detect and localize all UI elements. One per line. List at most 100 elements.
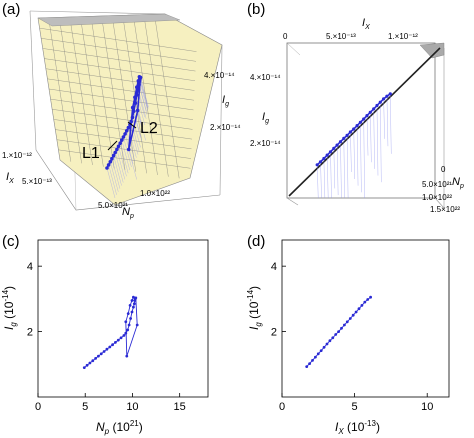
trajectory [105, 75, 143, 170]
box-front [286, 42, 436, 199]
trajectory-point [135, 85, 139, 89]
c-data-point [124, 331, 128, 335]
plane-edge [419, 42, 445, 59]
d-xtick-label: 0 [279, 401, 285, 413]
d-data-point [325, 342, 329, 346]
panel-a: (a) L1 L2 4.×10⁻¹⁴ 2.×10⁻¹⁴ Ig 1.×10⁻¹² … [2, 1, 241, 220]
d-xtick-label: 5 [352, 401, 358, 413]
trajectory [315, 92, 392, 167]
trajectory-point [325, 153, 329, 157]
c-data-point [125, 354, 129, 358]
trajectory-point [105, 166, 109, 170]
c-ylabel: Ig (10-14) [1, 286, 18, 330]
c-ytick-label: 4 [27, 261, 33, 273]
projection-lines [317, 93, 392, 199]
c-series-line [84, 296, 138, 368]
c-data-point [127, 323, 131, 327]
projection-line [340, 141, 342, 199]
d-data-point [348, 317, 352, 320]
d-data-point [343, 323, 346, 327]
trajectory-point [135, 108, 140, 113]
b-xtick-0: 0 [283, 32, 288, 41]
trajectory-point [372, 107, 376, 111]
box-right-bottom-edge [434, 197, 445, 209]
d-data-point [316, 352, 320, 356]
b-zlabel: Ig [262, 111, 269, 125]
b-ytick-1e22: 1.0×10²² [422, 193, 452, 202]
trajectory-point [345, 133, 349, 137]
projection-line [119, 143, 129, 174]
projection-line [320, 161, 322, 199]
plane-grid-line [48, 88, 194, 111]
d-ylabel: Ig (10-14) [246, 286, 263, 330]
plane-grid-line [44, 58, 196, 81]
projection-line [350, 132, 352, 173]
projection-line [106, 167, 116, 199]
plane-grid [39, 14, 197, 179]
annotation-L2: L2 [140, 120, 158, 137]
trajectory-point [118, 141, 122, 145]
b-ztick-2: 2.×10⁻¹⁴ [250, 139, 281, 148]
trajectory-point [115, 147, 119, 152]
trajectory-point [365, 114, 369, 118]
projection-line [115, 152, 124, 183]
trajectory-point [108, 160, 113, 164]
trajectory-point [130, 105, 135, 110]
projection-line [376, 105, 379, 176]
c-plot-frame [37, 239, 209, 398]
a-zlabel: Ig [222, 94, 229, 108]
annotation-arrow-L2 [127, 121, 137, 129]
trajectory-point [129, 119, 133, 124]
trajectory-point [124, 129, 129, 133]
trajectory-point [352, 127, 356, 131]
projection-line [356, 125, 359, 186]
projection-line [128, 149, 137, 180]
trajectory-point [355, 124, 359, 128]
projection-line [326, 155, 329, 199]
plane-grid-line [42, 48, 196, 72]
c-xtick-label: 10 [126, 401, 138, 413]
c-data-point [94, 357, 97, 360]
trajectory-point [132, 109, 136, 113]
b-ylabel: Np [452, 176, 464, 190]
projection-line [363, 118, 365, 199]
trajectory-point [348, 130, 352, 134]
projection-line [121, 140, 130, 171]
projection-line [138, 84, 148, 115]
trajectory-point [120, 138, 124, 142]
a-xtick-1e12: 1.×10⁻¹² [2, 151, 32, 160]
a-xlabel: IX [6, 171, 14, 185]
box-left-bottom-edge [286, 197, 299, 206]
projection-line [113, 155, 122, 186]
a-ztick-2: 2.×10⁻¹⁴ [210, 123, 241, 132]
trajectory-point [121, 135, 126, 139]
trajectory-point [110, 156, 114, 161]
a-xtick-5e13: 5.×10⁻¹³ [22, 177, 52, 186]
a-ytick-1e22: 1.0×10²² [140, 189, 170, 198]
trajectory-point [382, 97, 386, 101]
c-data-point [126, 312, 130, 315]
projection-line [366, 115, 369, 156]
d-series [305, 295, 372, 368]
d-xlabel: IX (10-13) [335, 419, 380, 436]
d-data-point [331, 336, 335, 340]
projection-line [140, 77, 149, 108]
plane-grid-line [41, 38, 197, 62]
projection-line [139, 78, 149, 109]
plane-grid-line [52, 109, 193, 130]
trajectory-point [342, 136, 346, 140]
projection-line [118, 146, 127, 177]
projection-line [353, 128, 355, 180]
panel-label-d: (d) [247, 233, 265, 250]
projection-line [123, 136, 132, 168]
c-data-point [102, 350, 106, 353]
projection-line [346, 135, 349, 199]
fit-plane [37, 13, 223, 206]
panel-c: (c) 0 5 10 15 2 4 Ig (10-14) Np (1021) [1, 233, 209, 436]
b-ytick-15e22: 1.5×10²² [430, 205, 460, 214]
projection-line [131, 121, 140, 152]
panel-label-c: (c) [2, 233, 20, 250]
plane-grid-line [111, 15, 137, 172]
trajectory-point [113, 150, 117, 155]
